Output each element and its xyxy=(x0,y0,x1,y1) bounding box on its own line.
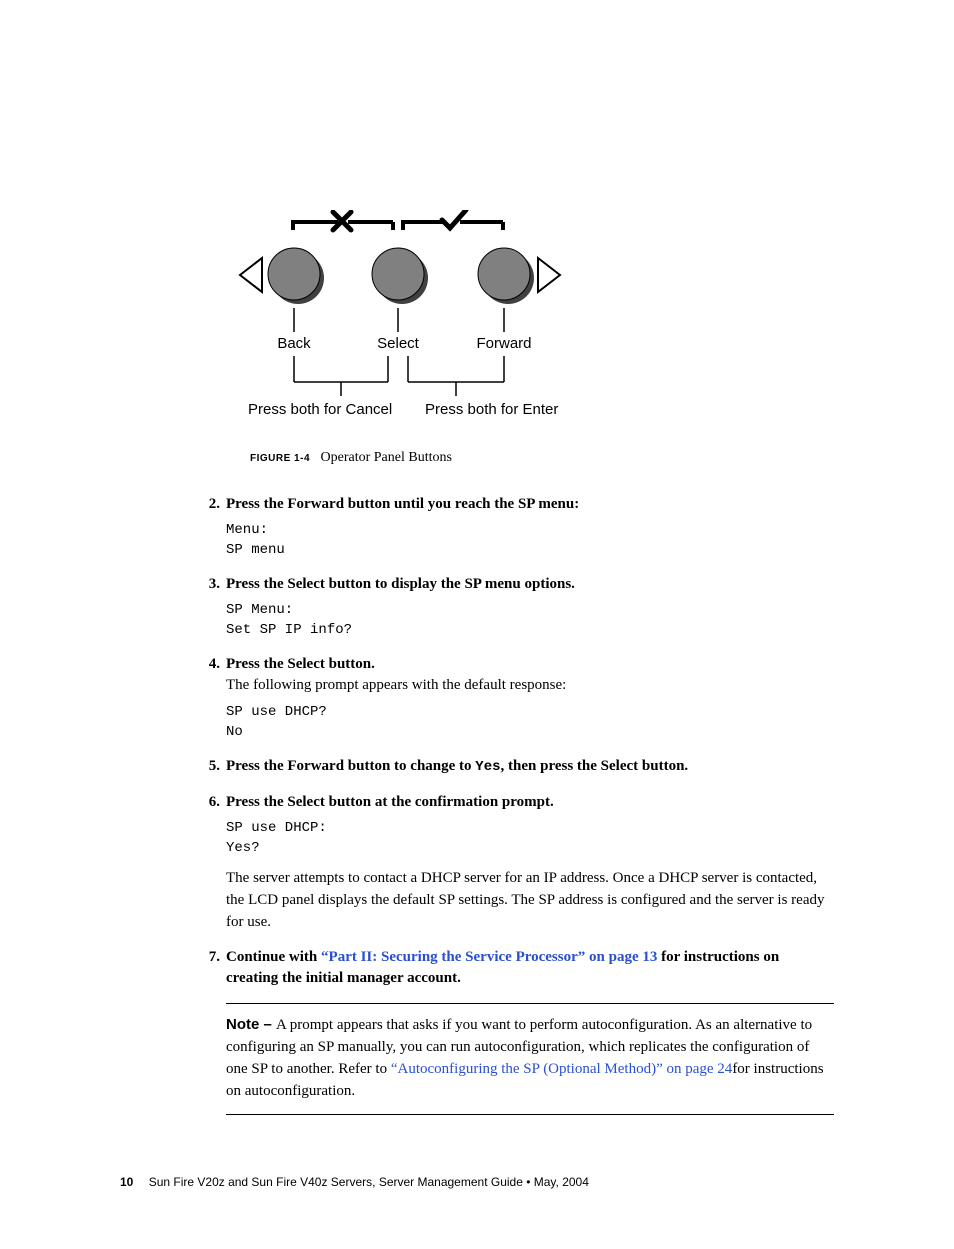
step-title: Press the Forward button until you reach… xyxy=(226,494,579,515)
code-block: Menu: SP menu xyxy=(226,521,834,560)
step-number: 7. xyxy=(198,949,220,966)
label-forward: Forward xyxy=(476,335,531,352)
step-5: 5. Press the Forward button to change to… xyxy=(198,756,834,778)
code-block: SP Menu: Set SP IP info? xyxy=(226,601,834,640)
step-body: The server attempts to contact a DHCP se… xyxy=(226,868,834,933)
step-title: Press the Forward button to change to Ye… xyxy=(226,756,688,778)
note-block: Note – A prompt appears that asks if you… xyxy=(226,1003,834,1115)
figure-label: FIGURE 1-4 xyxy=(250,453,310,464)
step-2: 2. Press the Forward button until you re… xyxy=(198,494,834,560)
step-title: Press the Select button. xyxy=(226,654,375,675)
footer-text: Sun Fire V20z and Sun Fire V40z Servers,… xyxy=(149,1175,589,1189)
step-title: Press the Select button to display the S… xyxy=(226,574,575,595)
step-title: Press the Select button at the confirmat… xyxy=(226,792,554,813)
page-footer: 10 Sun Fire V20z and Sun Fire V40z Serve… xyxy=(120,1175,834,1189)
label-enter: Press both for Enter xyxy=(425,401,558,418)
code-block: SP use DHCP? No xyxy=(226,703,834,742)
link-securing-sp[interactable]: “Part II: Securing the Service Processor… xyxy=(321,949,657,965)
step-number: 2. xyxy=(198,496,220,513)
label-select: Select xyxy=(377,335,420,352)
step-6: 6. Press the Select button at the confir… xyxy=(198,792,834,933)
step-4: 4. Press the Select button. The followin… xyxy=(198,654,834,742)
page-number: 10 xyxy=(120,1175,133,1189)
step-7: 7. Continue with “Part II: Securing the … xyxy=(198,947,834,989)
step-body: The following prompt appears with the de… xyxy=(226,675,834,697)
label-back: Back xyxy=(277,335,311,352)
link-autoconfig-sp[interactable]: “Autoconfiguring the SP (Optional Method… xyxy=(391,1061,732,1077)
inline-code: Yes xyxy=(475,759,500,775)
note-label: Note – xyxy=(226,1016,276,1033)
step-list: 2. Press the Forward button until you re… xyxy=(198,494,834,989)
step-3: 3. Press the Select button to display th… xyxy=(198,574,834,640)
step-number: 6. xyxy=(198,794,220,811)
figure-caption-text: Operator Panel Buttons xyxy=(321,450,452,465)
step-number: 4. xyxy=(198,656,220,673)
step-number: 5. xyxy=(198,758,220,775)
code-block: SP use DHCP: Yes? xyxy=(226,819,834,858)
label-cancel: Press both for Cancel xyxy=(248,401,392,418)
figure-caption: FIGURE 1-4 Operator Panel Buttons xyxy=(250,450,834,466)
page-body: Back Select Forward Press both for Cance… xyxy=(0,0,954,1249)
figure-panel-buttons: Back Select Forward Press both for Cance… xyxy=(220,210,834,430)
step-number: 3. xyxy=(198,576,220,593)
step-title: Continue with “Part II: Securing the Ser… xyxy=(226,947,834,989)
panel-buttons-svg: Back Select Forward Press both for Cance… xyxy=(220,210,580,430)
